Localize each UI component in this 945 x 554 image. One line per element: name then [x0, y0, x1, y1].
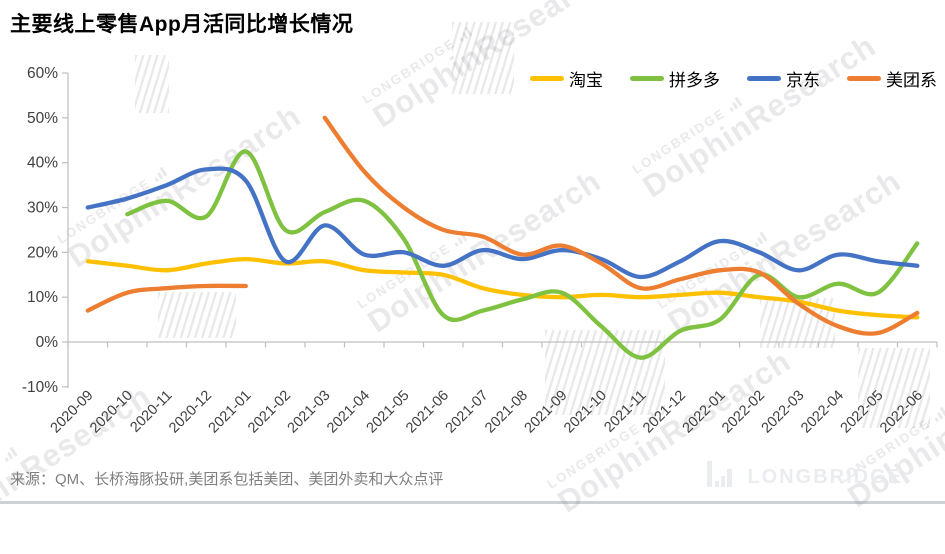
x-tick-label: 2021-09 [522, 388, 571, 437]
legend-item-meituan: 美团系 [847, 66, 937, 91]
legend-label-meituan: 美团系 [886, 71, 937, 90]
x-tick-label: 2022-05 [838, 388, 887, 437]
x-tick-label: 2021-10 [561, 388, 610, 437]
legend-label-jd: 京东 [786, 71, 820, 90]
x-tick-label: 2021-05 [364, 388, 413, 437]
x-tick-label: 2021-01 [206, 388, 255, 437]
x-tick-label: 2020-10 [87, 388, 136, 437]
x-tick-label: 2022-01 [680, 388, 729, 437]
y-tick-label: 30% [27, 200, 58, 217]
longbridge-logo-bars-icon [707, 461, 733, 487]
series-line-美团系 [85, 115, 920, 336]
x-tick-label: 2021-08 [482, 388, 531, 437]
series-line-淘宝 [85, 256, 920, 320]
line-chart: 60% 50% 40% 30% 20% 10% 0% -10%2020-092020-1020… [22, 65, 938, 437]
x-tick-label: 2022-02 [719, 388, 768, 437]
taobao-line-swatch [530, 76, 564, 81]
chart-title: 主要线上零售App月活同比增长情况 [10, 13, 354, 36]
chart-legend: 淘宝 拼多多 京东 美团系 [530, 66, 937, 91]
legend-item-taobao: 淘宝 [530, 66, 603, 91]
legend-label-pinduoduo: 拼多多 [669, 71, 720, 90]
x-tick-label: 2020-12 [166, 388, 215, 437]
x-tick-label: 2022-04 [798, 388, 847, 437]
x-tick-label: 2021-02 [245, 388, 294, 437]
y-tick-label: 0% [36, 334, 59, 351]
y-tick-label: 60% [27, 65, 58, 82]
y-tick-label: 10% [27, 289, 58, 306]
y-tick-label: 50% [27, 110, 58, 127]
x-tick-label: 2021-03 [285, 388, 334, 437]
x-tick-label: 2021-04 [324, 388, 373, 437]
y-tick-label: -10% [22, 379, 58, 396]
longbridge-logo-text: LONGBRIDGE [747, 466, 903, 488]
x-tick-label: 2021-07 [443, 388, 492, 437]
pinduoduo-line-swatch [630, 76, 664, 81]
axes [62, 72, 938, 388]
jd-line-swatch [747, 76, 781, 81]
y-tick-label: 20% [27, 244, 58, 261]
meituan-line-swatch [847, 76, 881, 81]
longbridge-logo: LONGBRIDGE [707, 459, 903, 489]
legend-label-taobao: 淘宝 [569, 71, 603, 90]
source-note: 来源：QM、长桥海豚投研,美团系包括美团、美团外卖和大众点评 [10, 471, 444, 488]
y-axis-labels: 60% 50% 40% 30% 20% 10% 0% -10% [22, 65, 58, 396]
x-tick-label: 2022-03 [759, 388, 808, 437]
legend-item-pinduoduo: 拼多多 [630, 66, 720, 91]
legend-item-jd: 京东 [747, 66, 820, 91]
y-tick-label: 40% [27, 155, 58, 172]
x-tick-label: 2021-12 [640, 388, 689, 437]
series-lines [85, 115, 920, 360]
x-tick-label: 2021-06 [403, 388, 452, 437]
series-line-拼多多 [125, 149, 920, 360]
x-axis-labels: 2020-092020-102020-112020-122021-012021-… [48, 388, 926, 437]
x-tick-label: 2022-06 [877, 388, 926, 437]
series-line-京东 [85, 166, 920, 280]
